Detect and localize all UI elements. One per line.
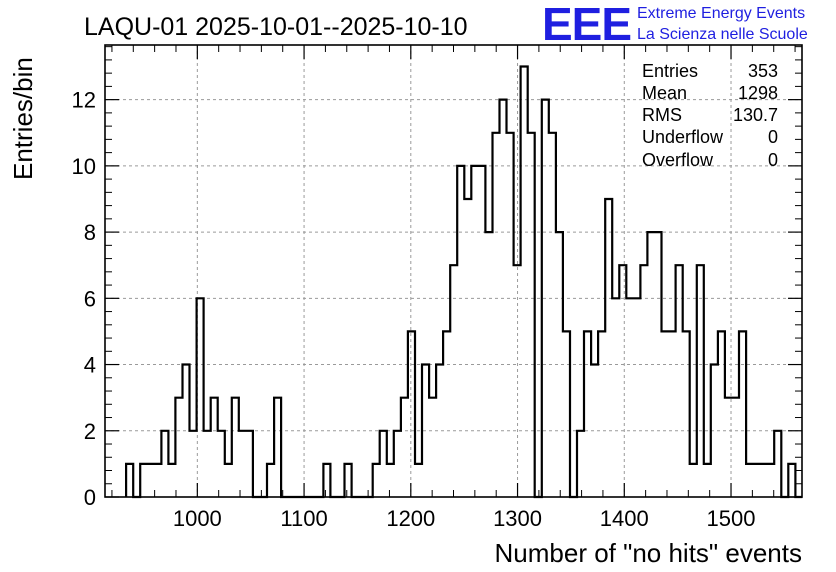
y-tick-label: 12	[72, 88, 96, 113]
stat-label-entries: Entries	[642, 61, 698, 81]
stat-label-mean: Mean	[642, 83, 687, 103]
x-axis-label: Number of "no hits" events	[495, 538, 803, 568]
y-tick-label: 2	[84, 419, 96, 444]
x-tick-label: 1100	[280, 506, 327, 531]
y-tick-label: 4	[84, 353, 96, 378]
stat-label-rms: RMS	[642, 105, 682, 125]
x-tick-label: 1300	[493, 506, 542, 531]
histogram-outline	[125, 65, 803, 499]
stat-value-overflow: 0	[768, 150, 778, 170]
stat-label-overflow: Overflow	[642, 150, 714, 170]
y-tick-label: 10	[72, 154, 96, 179]
stat-label-underflow: Underflow	[642, 127, 724, 147]
y-tick-label: 6	[84, 286, 96, 311]
stat-value-entries: 353	[748, 61, 778, 81]
eee-logo-mark: EEE	[542, 0, 631, 50]
y-axis-label: Entries/bin	[8, 57, 38, 180]
x-tick-label: 1000	[173, 506, 222, 531]
stats-box: Entries 353 Mean 1298 RMS 130.7 Underflo…	[642, 61, 778, 170]
grid-lines	[105, 45, 802, 497]
y-tick-label: 0	[84, 485, 96, 510]
stat-value-underflow: 0	[768, 127, 778, 147]
x-tick-label: 1200	[386, 506, 435, 531]
axis-ticks	[105, 45, 802, 498]
x-tick-label: 1500	[707, 506, 756, 531]
stat-value-rms: 130.7	[733, 105, 778, 125]
eee-logo-line1: Extreme Energy Events	[637, 5, 805, 22]
eee-logo: EEE Extreme Energy Events La Scienza nel…	[542, 0, 808, 50]
chart-title: LAQU-01 2025-10-01--2025-10-10	[84, 13, 468, 41]
stat-value-mean: 1298	[738, 83, 778, 103]
x-tick-label: 1400	[600, 506, 649, 531]
eee-logo-line2: La Scienza nelle Scuole	[637, 26, 808, 43]
y-tick-label: 8	[84, 220, 96, 245]
